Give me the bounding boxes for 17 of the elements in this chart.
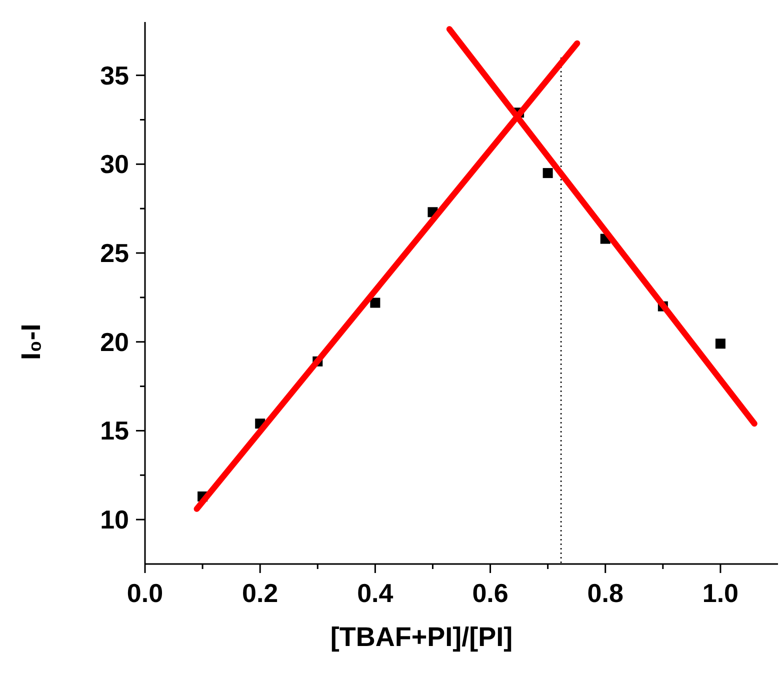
x-tick-label: 0.2 <box>242 578 278 608</box>
x-axis-title: [TBAF+PI]/[PI] <box>330 622 513 652</box>
point <box>370 298 380 308</box>
point <box>715 338 726 349</box>
x-tick-label: 0.4 <box>357 578 394 608</box>
y-tick-label: 10 <box>100 504 129 535</box>
y-tick-label: 25 <box>100 238 129 268</box>
x-tick-label: 1.0 <box>702 578 739 608</box>
x-tick-label: 0.6 <box>472 578 508 608</box>
y-axis-title: I₀-I <box>16 324 46 360</box>
x-tick-label: 0.8 <box>587 578 624 608</box>
y-tick-label: 35 <box>100 60 129 90</box>
point <box>542 168 553 178</box>
y-tick-label: 30 <box>100 149 129 180</box>
y-tick-label: 20 <box>100 326 129 357</box>
y-tick-label: 15 <box>100 416 129 446</box>
x-tick-label: 0.0 <box>126 578 164 608</box>
